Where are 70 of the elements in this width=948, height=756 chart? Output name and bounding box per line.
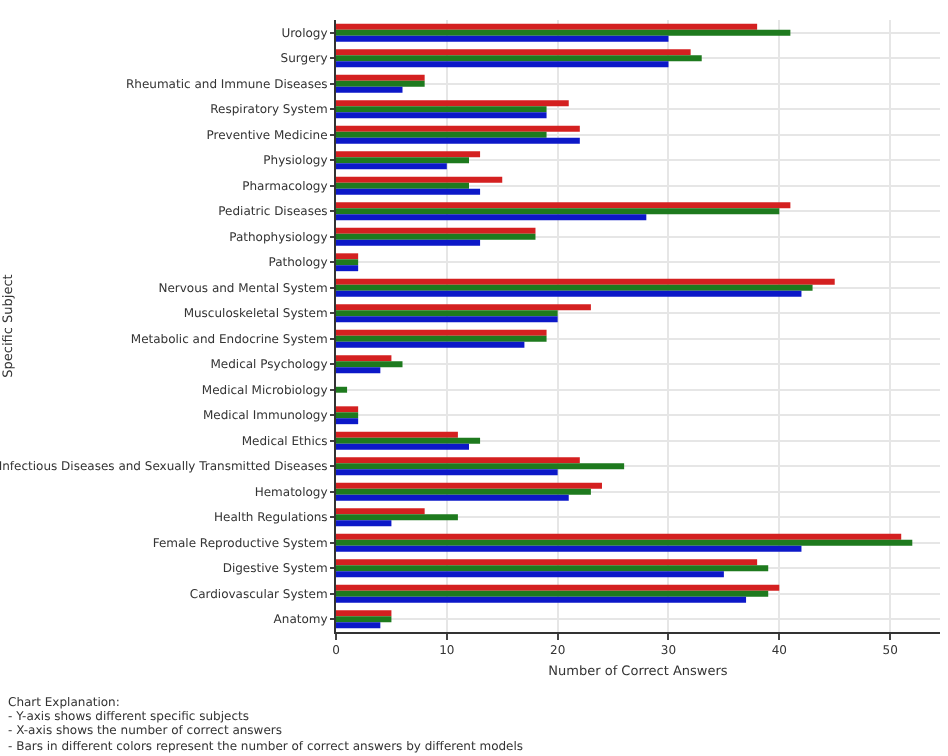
bar: [336, 233, 536, 240]
bar: [336, 571, 724, 578]
bar: [336, 610, 392, 617]
bar: [336, 539, 913, 546]
bar: [336, 590, 769, 597]
bar: [336, 355, 392, 362]
bar: [336, 284, 813, 291]
bar: [336, 431, 458, 438]
bar: [336, 151, 481, 158]
bar: [336, 310, 558, 317]
bar: [336, 35, 669, 42]
bar: [336, 188, 481, 195]
bar: [336, 239, 481, 246]
bar: [336, 80, 425, 87]
bar: [336, 443, 469, 450]
bar: [336, 406, 359, 413]
bar: [336, 112, 547, 119]
bar: [336, 494, 569, 501]
bar: [336, 265, 359, 272]
bar: [336, 23, 758, 30]
bar: [336, 463, 625, 470]
bar: [336, 208, 780, 215]
bar: [336, 457, 580, 464]
bar: [336, 559, 758, 566]
bar: [336, 202, 791, 209]
bar: [336, 131, 547, 138]
bar: [336, 163, 447, 170]
bar: [336, 622, 381, 629]
bar: [336, 508, 425, 515]
bar: [336, 100, 569, 107]
bar: [336, 437, 481, 444]
bar: [336, 253, 359, 260]
bar: [336, 533, 902, 540]
bar: [336, 469, 558, 476]
bar: [336, 418, 359, 425]
bar: [336, 74, 425, 81]
bar: [336, 616, 392, 623]
bar: [336, 545, 802, 552]
bar: [336, 367, 381, 374]
bar: [336, 412, 359, 419]
bar: [336, 290, 802, 297]
bar: [336, 137, 580, 144]
bar: [336, 182, 469, 189]
bar: [336, 335, 547, 342]
bar: [336, 29, 791, 36]
bar: [336, 386, 348, 393]
bar: [336, 341, 525, 348]
bar: [336, 361, 403, 368]
bar: [336, 514, 458, 521]
bar: [336, 520, 392, 527]
bar: [336, 482, 602, 489]
bar: [336, 596, 747, 603]
bar: [336, 488, 591, 495]
bar: [336, 176, 503, 183]
bar: [336, 214, 647, 221]
bar: [336, 157, 469, 164]
bar: [336, 259, 359, 266]
bar: [336, 329, 547, 336]
bar: [336, 125, 580, 132]
bar: [336, 227, 536, 234]
bar: [336, 106, 547, 113]
bar: [336, 55, 702, 62]
bar: [336, 61, 669, 68]
bar: [336, 49, 691, 56]
bar: [336, 584, 780, 591]
bar: [336, 86, 403, 93]
bar: [336, 316, 558, 323]
bar: [336, 278, 835, 285]
bar: [336, 304, 591, 311]
bar: [336, 565, 769, 572]
